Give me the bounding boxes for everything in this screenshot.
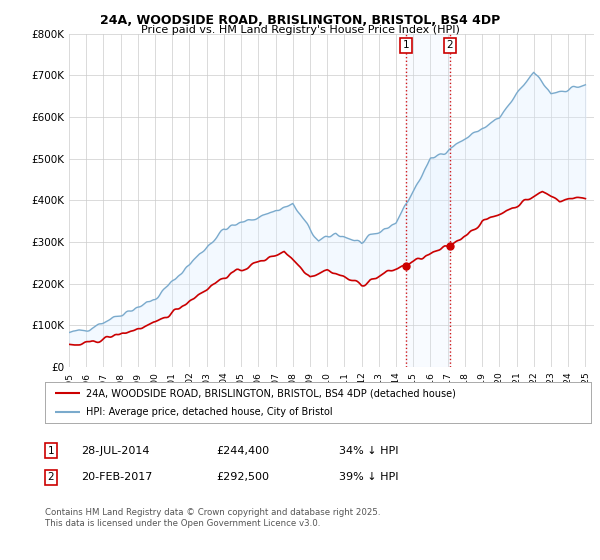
Text: £244,400: £244,400 [216, 446, 269, 456]
Text: 1: 1 [403, 40, 409, 50]
Text: Contains HM Land Registry data © Crown copyright and database right 2025.
This d: Contains HM Land Registry data © Crown c… [45, 508, 380, 528]
Text: 2: 2 [446, 40, 453, 50]
Text: 2: 2 [47, 472, 55, 482]
Text: HPI: Average price, detached house, City of Bristol: HPI: Average price, detached house, City… [86, 407, 332, 417]
Text: 24A, WOODSIDE ROAD, BRISLINGTON, BRISTOL, BS4 4DP: 24A, WOODSIDE ROAD, BRISLINGTON, BRISTOL… [100, 14, 500, 27]
Text: 28-JUL-2014: 28-JUL-2014 [81, 446, 149, 456]
Text: 39% ↓ HPI: 39% ↓ HPI [339, 472, 398, 482]
Text: 1: 1 [47, 446, 55, 456]
Text: £292,500: £292,500 [216, 472, 269, 482]
Text: 20-FEB-2017: 20-FEB-2017 [81, 472, 152, 482]
Text: Price paid vs. HM Land Registry's House Price Index (HPI): Price paid vs. HM Land Registry's House … [140, 25, 460, 35]
Text: 24A, WOODSIDE ROAD, BRISLINGTON, BRISTOL, BS4 4DP (detached house): 24A, WOODSIDE ROAD, BRISLINGTON, BRISTOL… [86, 389, 456, 398]
Bar [406, 34, 450, 367]
Text: 34% ↓ HPI: 34% ↓ HPI [339, 446, 398, 456]
